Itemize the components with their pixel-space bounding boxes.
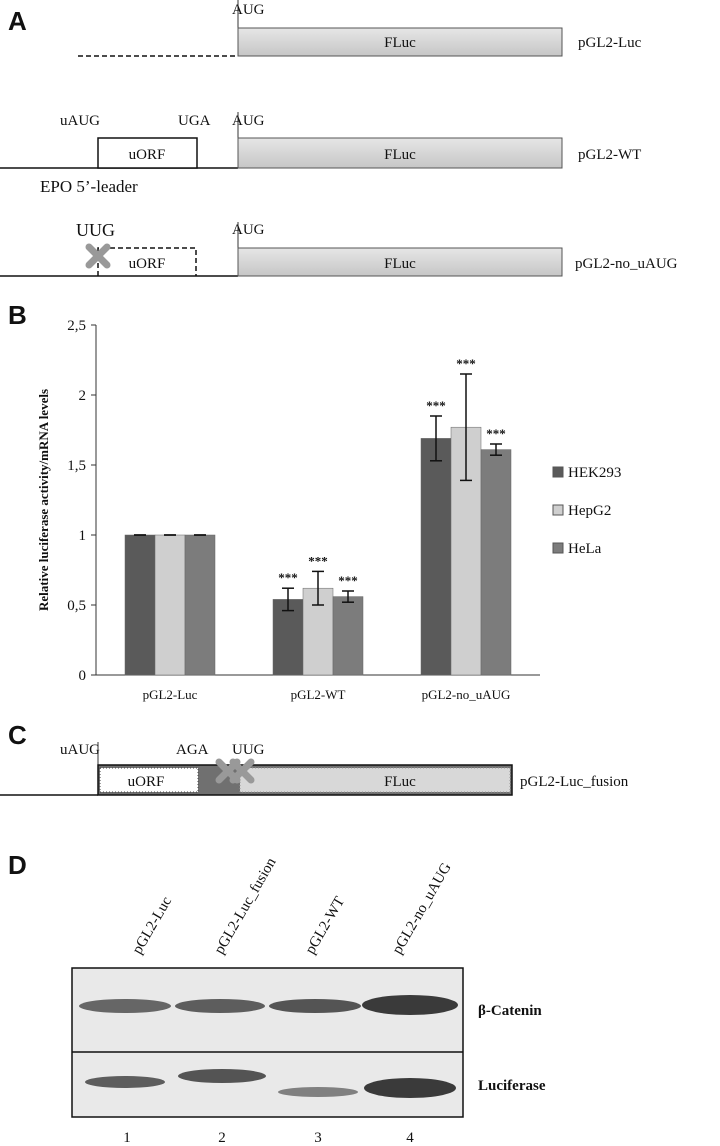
lane-number: 3 <box>314 1130 322 1146</box>
orf-label: FLuc <box>384 774 416 790</box>
uorf-label: uORF <box>129 147 166 163</box>
lane-label: pGL2-Luc <box>130 894 176 957</box>
uorf-box <box>99 767 199 793</box>
leader-label: EPO 5’-leader <box>40 177 138 196</box>
codon: UUG <box>232 742 265 758</box>
bar <box>184 534 216 676</box>
error-bar <box>282 587 294 612</box>
bar <box>154 534 186 676</box>
uorf-box <box>97 247 197 276</box>
legend-swatch <box>552 466 564 478</box>
codon: AUG <box>232 113 265 129</box>
orf-label: FLuc <box>384 35 416 51</box>
y-tick-label: 2 <box>79 388 87 404</box>
lane-label: pGL2-WT <box>303 894 349 957</box>
bands <box>79 995 458 1098</box>
construct-name: pGL2-Luc <box>578 35 642 51</box>
band <box>364 1078 456 1098</box>
legend-label: HepG2 <box>568 503 611 519</box>
panel-label: B <box>8 300 27 330</box>
orf-label: FLuc <box>384 147 416 163</box>
bar <box>332 596 364 676</box>
orf-box <box>239 767 511 793</box>
bar <box>420 438 452 676</box>
x-tick-label: pGL2-WT <box>291 687 346 702</box>
orf-box <box>237 137 563 169</box>
bar <box>480 449 512 676</box>
lane-number: 4 <box>406 1130 414 1146</box>
band <box>79 999 171 1013</box>
band <box>269 999 361 1013</box>
codon: AUG <box>232 2 265 18</box>
uorf-label: uORF <box>129 256 166 272</box>
error-bar <box>430 415 442 462</box>
error-bar <box>460 373 472 482</box>
lane-number: 1 <box>123 1130 131 1146</box>
codon: UGA <box>178 113 211 129</box>
panel-label: C <box>8 720 27 750</box>
codon: uAUG <box>60 742 100 758</box>
significance: *** <box>338 573 358 588</box>
lane-label: pGL2-no_uAUG <box>390 860 455 957</box>
panel-label: D <box>8 850 27 880</box>
construct-name: pGL2-no_uAUG <box>575 256 678 272</box>
significance: *** <box>278 570 298 585</box>
legend-swatch <box>552 504 564 516</box>
uorf-box <box>97 137 198 169</box>
band <box>85 1076 165 1088</box>
error-bar <box>490 443 502 456</box>
construct-name: pGL2-WT <box>578 147 641 163</box>
blot-row-label: Luciferase <box>478 1078 546 1094</box>
panel-label: A <box>8 6 27 36</box>
y-tick-label: 0 <box>79 668 87 684</box>
lane-label: pGL2-Luc_fusion <box>212 855 280 957</box>
bar <box>124 534 156 676</box>
blot-row-label: β-Catenin <box>478 1003 542 1019</box>
orf-box <box>237 247 563 277</box>
codon: AUG <box>232 222 265 238</box>
x-tick-label: pGL2-no_uAUG <box>422 687 511 702</box>
legend-swatch <box>552 542 564 554</box>
uorf-label: uORF <box>128 774 165 790</box>
y-tick-label: 1 <box>79 528 87 544</box>
y-tick-label: 1,5 <box>67 458 86 474</box>
y-axis-label: Relative luciferase activity/mRNA levels <box>36 389 51 611</box>
band <box>178 1069 266 1083</box>
significance: *** <box>486 426 506 441</box>
codon: AGA <box>176 742 209 758</box>
band <box>362 995 458 1015</box>
significance: *** <box>456 356 476 371</box>
error-bar <box>312 570 324 606</box>
significance: *** <box>308 553 328 568</box>
band <box>175 999 265 1013</box>
legend-label: HEK293 <box>568 465 621 481</box>
orf-label: FLuc <box>384 256 416 272</box>
codon: UUG <box>76 220 115 240</box>
band <box>278 1087 358 1097</box>
error-bar <box>342 590 354 603</box>
significance: *** <box>426 398 446 413</box>
legend-label: HeLa <box>568 541 602 557</box>
x-tick-label: pGL2-Luc <box>143 687 198 702</box>
codon: uAUG <box>60 113 100 129</box>
orf-box <box>237 27 563 57</box>
y-tick-label: 0,5 <box>67 598 86 614</box>
lane-number: 2 <box>218 1130 226 1146</box>
construct-name: pGL2-Luc_fusion <box>520 774 629 790</box>
y-tick-label: 2,5 <box>67 318 86 334</box>
